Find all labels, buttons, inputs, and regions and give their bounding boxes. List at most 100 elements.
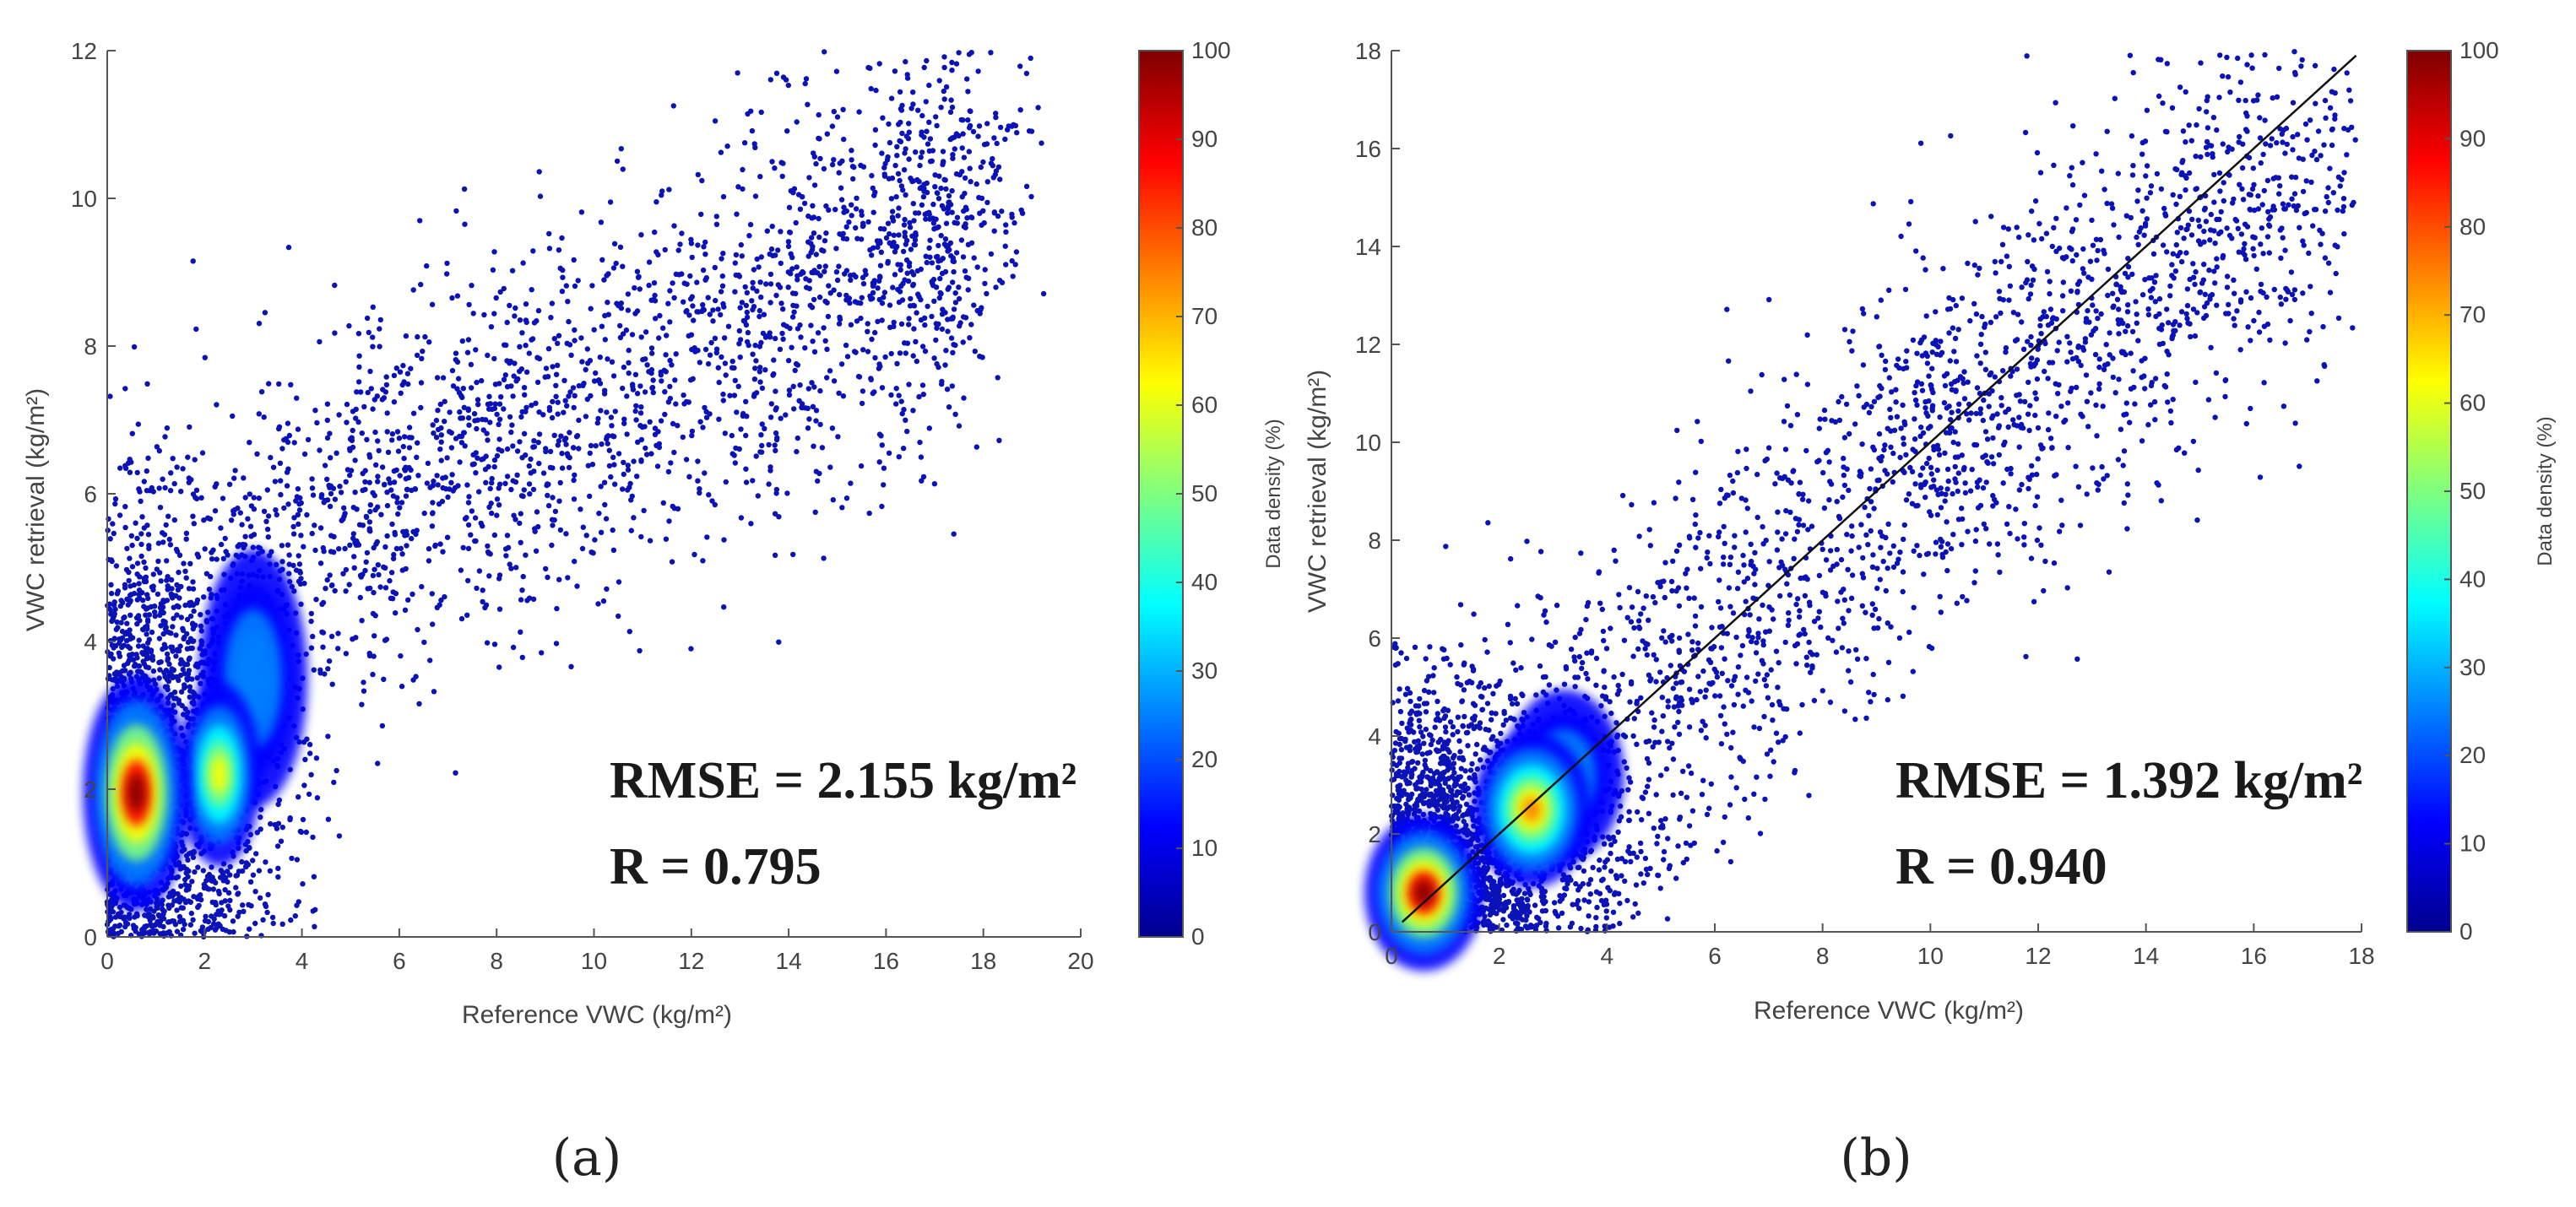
scatter-point (881, 482, 887, 488)
scatter-point (905, 278, 912, 284)
scatter-point (664, 333, 670, 338)
scatter-point (903, 192, 908, 198)
scatter-point (398, 545, 404, 551)
scatter-point (536, 409, 542, 415)
scatter-point (824, 131, 830, 137)
scatter-point (973, 181, 979, 187)
scatter-point (393, 591, 399, 597)
scatter-point (508, 383, 514, 389)
scatter-point (496, 416, 503, 422)
scatter-point (312, 408, 318, 414)
scatter-point (479, 377, 485, 384)
scatter-point (393, 365, 399, 371)
scatter-point (635, 439, 641, 445)
scatter-point (261, 508, 268, 514)
scatter-point (638, 232, 644, 238)
scatter-point (757, 449, 763, 455)
y-tick-label: 10 (71, 186, 97, 212)
scatter-point (659, 192, 664, 198)
scatter-point (433, 435, 440, 441)
scatter-point (625, 467, 632, 473)
scatter-point (350, 636, 355, 642)
scatter-point (571, 404, 577, 411)
scatter-point (2059, 522, 2065, 528)
scatter-point (692, 349, 698, 355)
scatter-point (269, 914, 276, 921)
scatter-point (2106, 569, 2112, 575)
scatter-point (209, 556, 215, 562)
scatter-point (198, 623, 204, 629)
scatter-point (772, 511, 778, 517)
scatter-point (523, 301, 529, 307)
scatter-point (122, 504, 128, 510)
scatter-point (220, 495, 226, 501)
scatter-point (894, 143, 900, 149)
scatter-point (686, 333, 691, 339)
scatter-point (136, 587, 143, 593)
scatter-point (949, 59, 955, 66)
scatter-point (517, 317, 523, 323)
scatter-point (370, 671, 376, 678)
scatter-point (468, 361, 475, 368)
scatter-point (468, 532, 474, 538)
scatter-point (999, 208, 1005, 214)
scatter-point (554, 605, 560, 612)
scatter-point (156, 636, 163, 641)
scatter-point (2302, 121, 2309, 127)
scatter-point (523, 452, 529, 458)
scatter-point (156, 913, 163, 919)
x-tick-label: 6 (393, 948, 406, 974)
scatter-point (882, 354, 888, 360)
scatter-point (675, 247, 681, 253)
scatter-point (251, 532, 258, 538)
scatter-point (2129, 172, 2136, 178)
scatter-point (719, 256, 724, 262)
scatter-point (1628, 619, 1635, 625)
scatter-point (138, 531, 144, 537)
scatter-point (117, 923, 123, 928)
scatter-point (902, 230, 908, 235)
scatter-point (721, 335, 728, 341)
scatter-point (933, 254, 940, 260)
scatter-point (2006, 263, 2012, 269)
scatter-point (898, 107, 905, 113)
scatter-point (182, 568, 188, 574)
scatter-point (764, 333, 770, 339)
scatter-point (1806, 498, 1812, 504)
scatter-point (2164, 61, 2170, 67)
scatter-point (882, 160, 888, 167)
scatter-point (856, 109, 862, 115)
scatter-point (661, 367, 667, 373)
scatter-point (859, 400, 865, 407)
scatter-point (367, 368, 373, 375)
scatter-point (974, 264, 980, 270)
scatter-point (397, 473, 403, 479)
scatter-point (247, 926, 252, 932)
scatter-point (530, 596, 537, 602)
scatter-point (216, 912, 222, 917)
scatter-point (235, 505, 241, 511)
scatter-point (699, 177, 705, 184)
scatter-point (854, 235, 860, 241)
scatter-point (952, 411, 958, 417)
scatter-point (729, 432, 735, 439)
scatter-point (296, 794, 301, 800)
scatter-point (312, 522, 317, 528)
scatter-point (604, 586, 610, 592)
scatter-point (785, 82, 791, 89)
scatter-point (321, 500, 327, 506)
scatter-point (949, 68, 955, 73)
scatter-point (572, 472, 578, 478)
scatter-point (695, 478, 701, 484)
scatter-point (637, 647, 643, 654)
scatter-point (703, 409, 709, 414)
scatter-point (296, 568, 303, 574)
scatter-point (111, 677, 118, 684)
scatter-point (601, 277, 607, 283)
scatter-point (250, 872, 257, 878)
scatter-point (171, 615, 176, 621)
scatter-point (375, 562, 381, 568)
scatter-point (453, 208, 459, 214)
scatter-point (2255, 92, 2261, 98)
scatter-point (399, 551, 405, 557)
